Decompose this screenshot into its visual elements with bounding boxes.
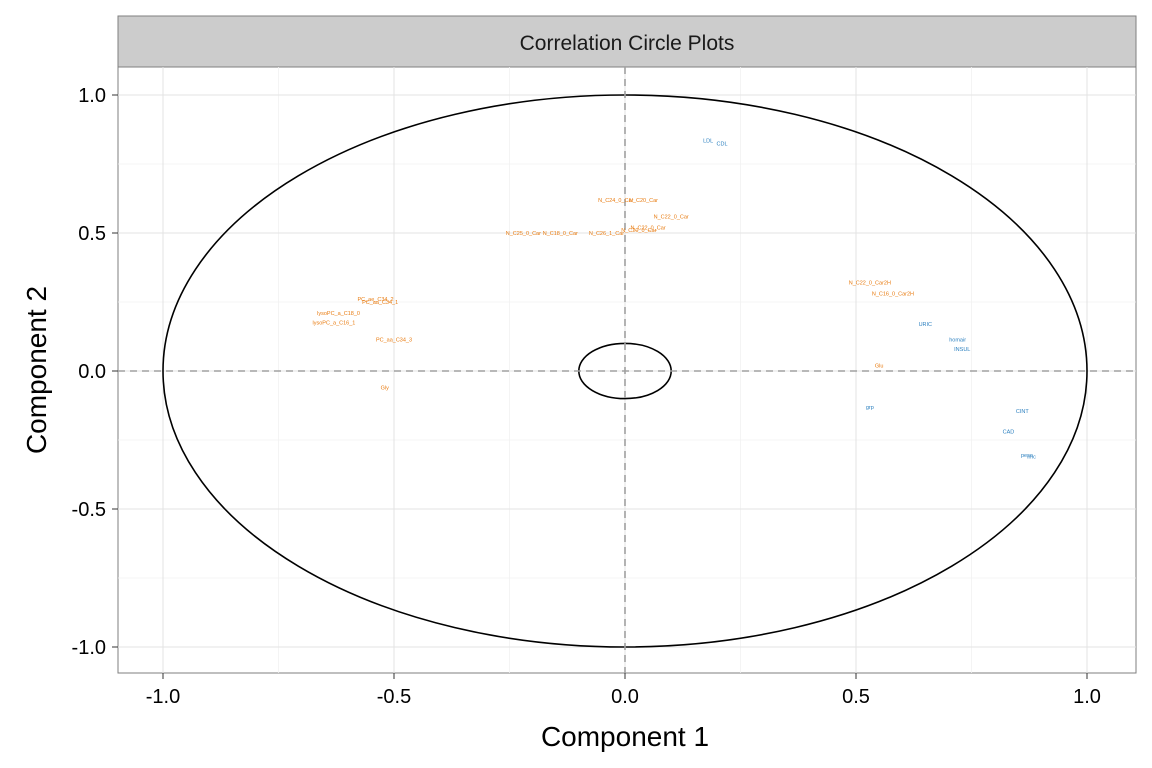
variable-label: lysoPC_a_C16_1 (313, 321, 356, 327)
x-tick-label: 0.5 (842, 686, 870, 708)
variable-label: CINT (1016, 409, 1029, 415)
variable-label: LDL (703, 139, 713, 145)
variable-label: CAD (1003, 430, 1015, 436)
variable-label: Gly (381, 386, 390, 392)
variable-label: N_C20_Car (629, 198, 658, 204)
x-tick-label: 0.0 (611, 686, 639, 708)
variable-label: N_C22_0_Car (654, 214, 689, 220)
variable-label: URIC (919, 322, 932, 328)
variable-label: PC_aa_C34_3 (376, 337, 412, 343)
x-tick-label: 1.0 (1073, 686, 1101, 708)
variable-label: grp (866, 405, 874, 411)
x-tick-label: -1.0 (146, 686, 180, 708)
y-tick-label: 0.0 (78, 361, 106, 383)
x-tick-label: -0.5 (377, 686, 411, 708)
variable-label: CDL (717, 141, 728, 147)
y-tick-label: 0.5 (78, 223, 106, 245)
variable-label: N_C16_0_Car2H (872, 292, 914, 298)
variable-label: N_C25_0_Car (506, 231, 541, 237)
chart-title: Correlation Circle Plots (520, 32, 735, 55)
variable-label: N_C22_0_Car (631, 225, 666, 231)
y-tick-label: 1.0 (78, 85, 106, 107)
variable-label: N_C20_0_Car (621, 228, 656, 234)
axes: -1.0 -0.5 0.0 0.5 1.0 1.0 0.5 0.0 -0.5 -1.0 (72, 85, 1101, 708)
y-tick-label: -1.0 (72, 637, 106, 659)
y-tick-label: -0.5 (72, 499, 106, 521)
variable-label: INSUL (954, 347, 970, 353)
y-axis-title: Component 2 (21, 286, 52, 454)
variable-label: imc (1027, 455, 1036, 461)
variable-label: N_C18_0_Car (543, 231, 578, 237)
variable-label: PC_ae_C34_2 (357, 297, 393, 303)
plot-panel (117, 66, 1137, 674)
x-axis-title: Component 1 (541, 721, 709, 752)
variable-label: PC_aa_C34_1 (362, 300, 398, 306)
reference-lines (118, 67, 1136, 673)
variable-label: peso (1021, 453, 1033, 459)
variable-label: N_C24_0_Car (598, 198, 633, 204)
variable-label: homair (949, 337, 966, 343)
facet-strip (117, 15, 1137, 68)
variable-label: lysoPC_a_C18_0 (317, 311, 360, 317)
variable-label: Glu (875, 363, 884, 369)
variable-label: N_C22_0_Car2H (849, 281, 891, 287)
variable-label: N_C26_1_Car (589, 231, 624, 237)
